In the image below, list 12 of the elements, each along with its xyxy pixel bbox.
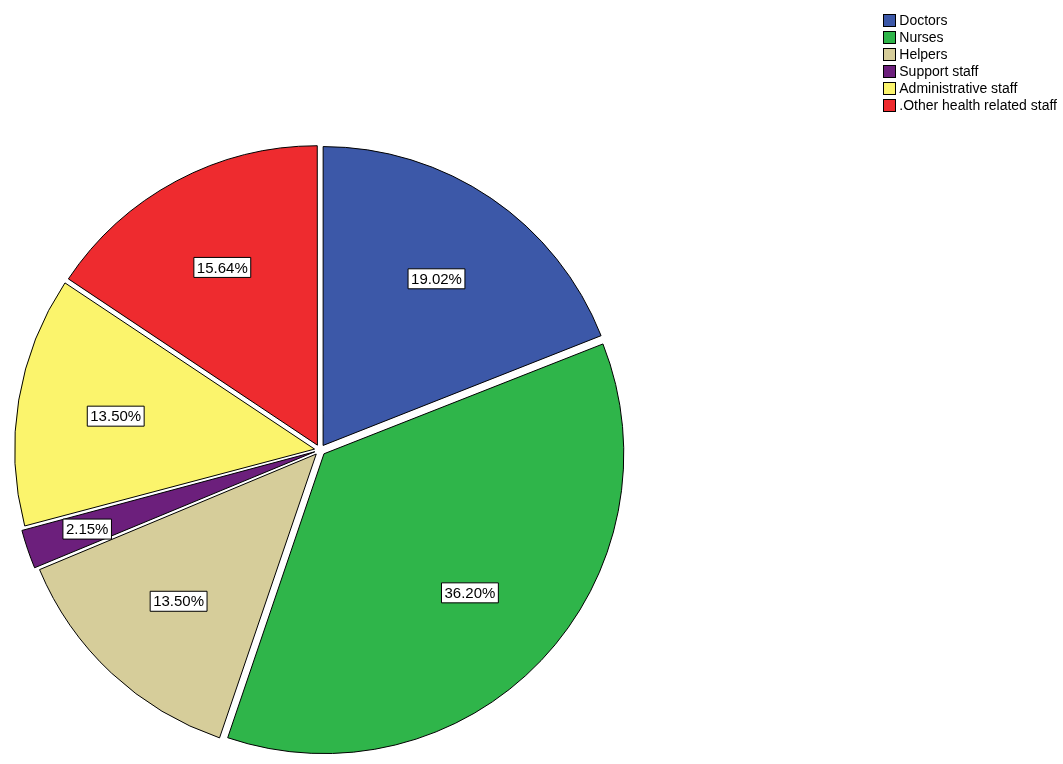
data-label: 13.50% — [90, 407, 142, 425]
data-label: 2.15% — [65, 520, 109, 538]
legend-label: Administrative staff — [899, 80, 1018, 97]
legend-label: .Other health related staff — [899, 97, 1057, 114]
legend-label: Helpers — [899, 46, 948, 63]
data-label: 19.02% — [411, 269, 462, 287]
legend-label: Nurses — [899, 29, 944, 46]
legend-label: Support staff — [899, 63, 979, 80]
data-label: 36.20% — [444, 583, 496, 601]
data-label: 13.50% — [153, 592, 205, 610]
legend-label: Doctors — [899, 12, 948, 29]
data-label: 15.64% — [196, 258, 248, 276]
